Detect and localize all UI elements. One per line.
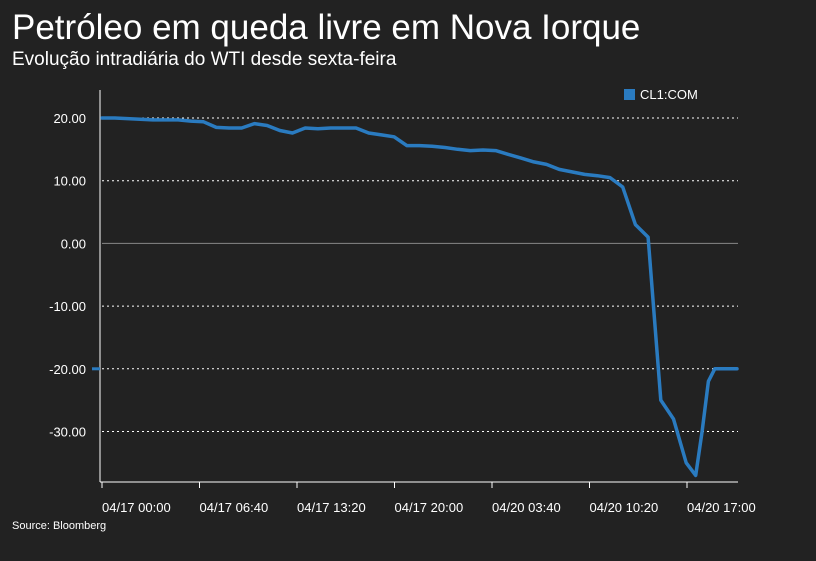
- x-tick-label: 04/20 03:40: [492, 500, 561, 515]
- axes: 20.00 10.00 0.00 -10.00 -20.00 -30.00 04/17 00…: [49, 90, 756, 515]
- x-tick-label: 04/20 17:00: [687, 500, 756, 515]
- x-tick-label: 04/17 00:00: [102, 500, 171, 515]
- grid-lines: [102, 117, 738, 432]
- y-tick-label: 0.00: [61, 236, 86, 251]
- legend: CL1:COM: [624, 87, 698, 102]
- legend-label-cl1-com: CL1:COM: [640, 87, 698, 102]
- y-tick-label: 20.00: [53, 111, 86, 126]
- source-note: Source: Bloomberg: [12, 520, 107, 532]
- y-tick-label: -10.00: [49, 299, 86, 314]
- x-tick-label: 04/17 20:00: [395, 500, 464, 515]
- x-tick-label: 04/17 13:20: [297, 500, 366, 515]
- y-tick-label: -20.00: [49, 362, 86, 377]
- chart-title: Petróleo em queda livre em Nova Iorque: [12, 8, 641, 47]
- chart-subtitle: Evolução intradiária do WTI desde sexta-…: [12, 49, 397, 70]
- legend-swatch-cl1-com: [624, 89, 635, 100]
- series-line-cl1-com: [100, 116, 739, 478]
- x-tick-label: 04/20 10:20: [590, 500, 659, 515]
- series-layer: [100, 116, 739, 478]
- x-tick-label: 04/17 06:40: [200, 500, 269, 515]
- y-tick-label: 10.00: [53, 174, 86, 189]
- y-tick-label: -30.00: [49, 425, 86, 440]
